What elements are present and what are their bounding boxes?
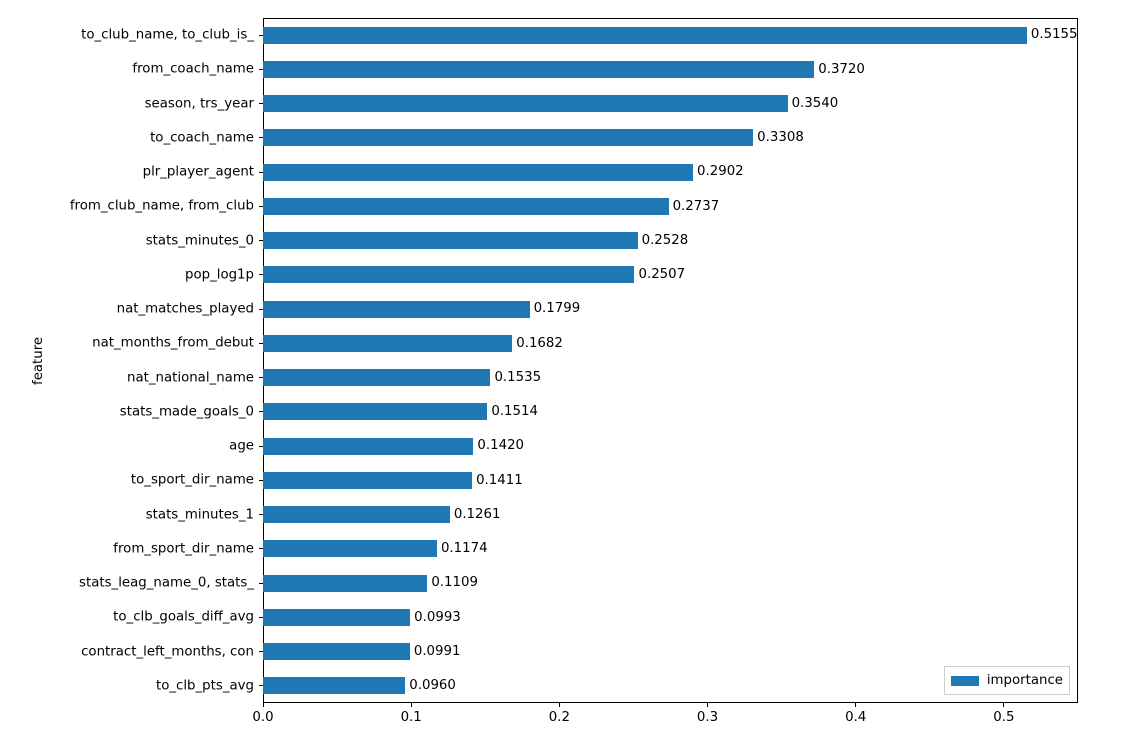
xtick-mark: [855, 703, 856, 707]
bar: [263, 369, 490, 386]
bar-value-label: 0.2528: [642, 233, 689, 248]
xtick-label: 0.1: [401, 710, 422, 725]
ytick-label: stats_leag_name_0, stats_: [8, 576, 254, 591]
bar-value-label: 0.3540: [792, 96, 839, 111]
ytick-mark: [259, 69, 263, 70]
ytick-mark: [259, 514, 263, 515]
bar-value-label: 0.0993: [414, 610, 461, 625]
bar-value-label: 0.3308: [757, 130, 804, 145]
bar: [263, 472, 472, 489]
bar: [263, 609, 410, 626]
ytick-mark: [259, 377, 263, 378]
xtick-mark: [707, 703, 708, 707]
bar-value-label: 0.1174: [441, 541, 488, 556]
bar: [263, 27, 1027, 44]
ytick-mark: [259, 411, 263, 412]
ytick-label: to_club_name, to_club_is_: [8, 28, 254, 43]
bar-value-label: 0.2902: [697, 164, 744, 179]
bar: [263, 506, 450, 523]
ytick-mark: [259, 685, 263, 686]
xtick-label: 0.3: [697, 710, 718, 725]
bar: [263, 438, 473, 455]
legend-text: importance: [987, 673, 1063, 688]
xtick-mark: [1003, 703, 1004, 707]
bar-value-label: 0.1261: [454, 507, 501, 522]
ytick-mark: [259, 480, 263, 481]
bar: [263, 575, 427, 592]
yaxis-title: feature: [31, 336, 46, 384]
bar-value-label: 0.3720: [818, 62, 865, 77]
ytick-label: to_sport_dir_name: [8, 473, 254, 488]
xtick-mark: [559, 703, 560, 707]
ytick-label: nat_matches_played: [8, 302, 254, 317]
bar-value-label: 0.1514: [491, 404, 538, 419]
bar-value-label: 0.1109: [431, 575, 478, 590]
bar-value-label: 0.1799: [534, 301, 581, 316]
ytick-mark: [259, 446, 263, 447]
bar-value-label: 0.2737: [673, 199, 720, 214]
ytick-label: plr_player_agent: [8, 165, 254, 180]
bar: [263, 198, 669, 215]
ytick-label: stats_minutes_0: [8, 233, 254, 248]
xtick-mark: [411, 703, 412, 707]
bar: [263, 677, 405, 694]
ytick-mark: [259, 617, 263, 618]
ytick-label: to_clb_goals_diff_avg: [8, 610, 254, 625]
xtick-label: 0.0: [252, 710, 273, 725]
ytick-mark: [259, 137, 263, 138]
bar-value-label: 0.5155: [1031, 27, 1078, 42]
ytick-mark: [259, 172, 263, 173]
ytick-mark: [259, 343, 263, 344]
ytick-mark: [259, 651, 263, 652]
ytick-mark: [259, 309, 263, 310]
bar: [263, 95, 788, 112]
xtick-label: 0.2: [549, 710, 570, 725]
bar: [263, 266, 634, 283]
bar-value-label: 0.0991: [414, 644, 461, 659]
bar-value-label: 0.1411: [476, 473, 523, 488]
ytick-label: to_clb_pts_avg: [8, 678, 254, 693]
axes-border: [263, 18, 1078, 703]
ytick-label: age: [8, 439, 254, 454]
ytick-mark: [259, 206, 263, 207]
bar-value-label: 0.2507: [638, 267, 685, 282]
bar: [263, 540, 437, 557]
xtick-label: 0.5: [993, 710, 1014, 725]
ytick-label: contract_left_months, con: [8, 644, 254, 659]
bar: [263, 643, 410, 660]
legend: importance: [944, 666, 1070, 695]
figure: 0.5155 0.3720 0.3540 0.3308 0.2902 0.2737 0.25…: [0, 0, 1131, 748]
ytick-mark: [259, 240, 263, 241]
ytick-mark: [259, 274, 263, 275]
ytick-mark: [259, 583, 263, 584]
bar: [263, 403, 487, 420]
bar-value-label: 0.1420: [477, 438, 524, 453]
ytick-label: season, trs_year: [8, 96, 254, 111]
bar: [263, 301, 530, 318]
ytick-label: from_club_name, from_club: [8, 199, 254, 214]
ytick-label: from_sport_dir_name: [8, 541, 254, 556]
ytick-mark: [259, 103, 263, 104]
ytick-label: pop_log1p: [8, 267, 254, 282]
ytick-label: from_coach_name: [8, 62, 254, 77]
legend-swatch: [951, 676, 979, 686]
bar: [263, 61, 814, 78]
bar: [263, 232, 638, 249]
bar-value-label: 0.1535: [494, 370, 541, 385]
bar-value-label: 0.1682: [516, 336, 563, 351]
bar: [263, 129, 753, 146]
ytick-label: stats_minutes_1: [8, 507, 254, 522]
bar-value-label: 0.0960: [409, 678, 456, 693]
ytick-mark: [259, 548, 263, 549]
ytick-label: to_coach_name: [8, 130, 254, 145]
bar: [263, 335, 512, 352]
xtick-label: 0.4: [845, 710, 866, 725]
bar: [263, 164, 693, 181]
ytick-label: stats_made_goals_0: [8, 404, 254, 419]
ytick-mark: [259, 35, 263, 36]
xtick-mark: [263, 703, 264, 707]
axes: 0.5155 0.3720 0.3540 0.3308 0.2902 0.2737 0.25…: [263, 18, 1078, 703]
